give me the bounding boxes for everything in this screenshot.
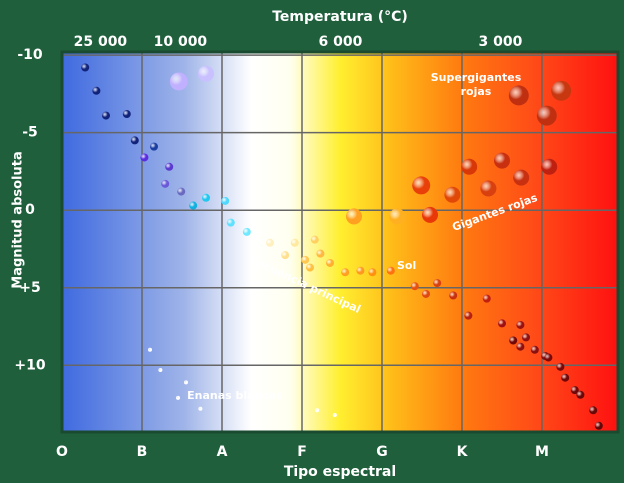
star-point	[513, 169, 530, 186]
star-point	[290, 238, 299, 247]
star-point	[461, 158, 478, 175]
star-point	[508, 85, 529, 106]
star-point	[158, 367, 163, 372]
star-point	[544, 353, 553, 362]
star-point	[536, 105, 557, 126]
star-point	[198, 406, 203, 411]
star-point	[326, 258, 334, 267]
star-point	[161, 179, 170, 188]
star-point	[242, 227, 251, 236]
star-point	[561, 373, 570, 382]
x-tick-label: B	[137, 444, 148, 460]
star-point	[449, 291, 458, 300]
y-tick-label: -10	[17, 47, 43, 63]
y-tick-label: -5	[22, 125, 38, 141]
star-point	[551, 80, 572, 101]
star-point	[122, 110, 131, 119]
star-point	[130, 136, 139, 145]
plot-border	[60, 50, 620, 434]
star-point	[410, 282, 419, 291]
star-point	[177, 187, 186, 196]
star-point	[221, 196, 230, 205]
star-point	[509, 336, 518, 345]
x-tick-label: A	[217, 444, 228, 460]
x-tick-label: G	[376, 444, 388, 460]
star-point	[386, 266, 395, 275]
star-point	[184, 380, 188, 385]
star-point	[310, 235, 319, 244]
star-point	[140, 153, 149, 162]
star-point	[464, 311, 473, 320]
star-point	[480, 180, 497, 197]
star-point	[433, 279, 442, 288]
x2-tick-label: 25 000	[74, 34, 128, 50]
star-point	[576, 390, 585, 399]
x-tick-label: K	[457, 444, 469, 460]
star-point	[266, 238, 274, 247]
star-point	[165, 162, 174, 171]
star-point	[226, 218, 235, 227]
star-point	[589, 406, 598, 415]
annotation: Sol	[397, 259, 416, 272]
star-point	[346, 208, 362, 225]
y-tick-label: 0	[25, 202, 35, 218]
star-point	[594, 421, 603, 430]
star-point	[148, 347, 152, 352]
x-axis-label: Tipo espectral	[284, 464, 396, 480]
annotation-line: rojas	[461, 85, 492, 98]
star-point	[494, 152, 510, 169]
plot-area	[62, 52, 618, 432]
star-point	[316, 249, 325, 258]
star-point	[522, 333, 530, 342]
star-point	[301, 255, 310, 264]
star-point	[341, 268, 350, 277]
points	[81, 63, 603, 430]
star-point	[189, 201, 198, 210]
annotation: Supergigantes rojas	[431, 71, 522, 98]
star-point	[530, 345, 539, 354]
star-point	[102, 111, 110, 120]
x-tick-label: F	[297, 444, 307, 460]
star-point	[150, 142, 158, 151]
star-point	[169, 72, 188, 91]
star-point	[516, 320, 525, 329]
x2-tick-label: 3 000	[478, 34, 522, 50]
y-tick-label: +10	[14, 357, 45, 373]
star-point	[541, 158, 558, 175]
star-point	[570, 386, 579, 395]
star-point	[281, 251, 290, 260]
star-point	[444, 186, 461, 203]
x-tick-label: O	[56, 444, 68, 460]
star-point	[176, 395, 180, 400]
star-point	[516, 342, 525, 351]
star-point	[389, 208, 406, 225]
star-point	[556, 362, 565, 371]
star-point	[412, 176, 431, 195]
y-tick-label: +5	[19, 280, 40, 296]
chart-title: Temperatura (°C)	[272, 9, 408, 25]
star-point	[81, 63, 90, 72]
x2-tick-label: 6 000	[318, 34, 362, 50]
star-point	[306, 263, 314, 272]
x2-tick-label: 10 000	[154, 34, 208, 50]
star-point	[422, 289, 430, 298]
star-point	[198, 65, 214, 82]
star-point	[422, 206, 438, 223]
star-point	[92, 86, 101, 95]
y-axis-label: Magnitud absoluta	[11, 151, 26, 288]
x-tick-label: M	[535, 444, 549, 460]
star-point	[498, 319, 506, 328]
star-point	[202, 193, 210, 202]
star-point	[315, 408, 320, 413]
star-point	[368, 268, 377, 277]
annotation-line: Supergigantes	[431, 71, 522, 84]
star-point	[332, 412, 337, 417]
star-point	[482, 294, 491, 303]
annotation: Enanas blancas	[187, 389, 283, 402]
star-point	[356, 266, 365, 275]
